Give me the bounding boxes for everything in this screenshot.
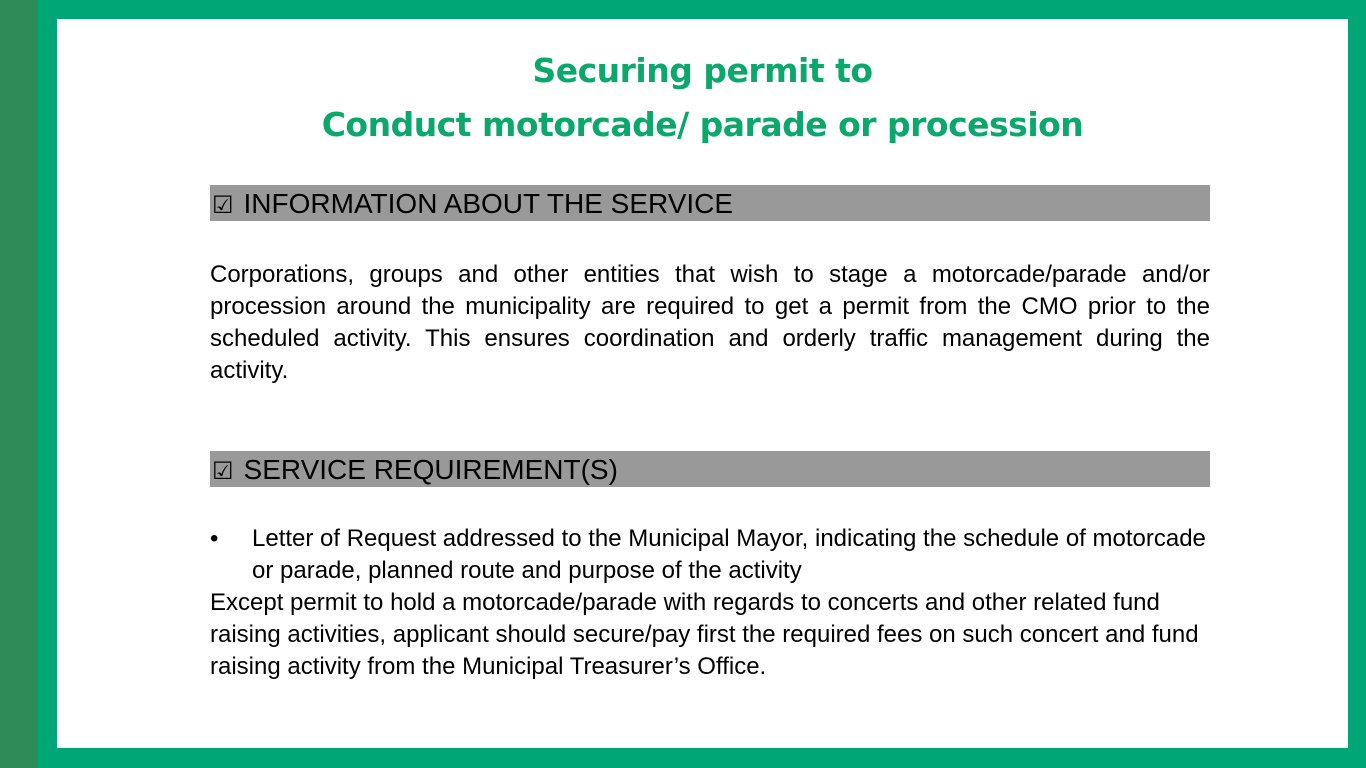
section-heading-requirements: SERVICE REQUIREMENT(S) [243, 454, 618, 485]
slide-title-line-1: Securing permit to [532, 51, 873, 90]
checkbox-checked-icon: ☑ [212, 191, 234, 219]
section-header-requirements: ☑ SERVICE REQUIREMENT(S) [210, 451, 1210, 487]
bullet-icon: • [210, 525, 219, 552]
service-description: Corporations, groups and other entities … [210, 261, 1210, 384]
left-accent-stripe [0, 0, 38, 768]
requirement-note: Except permit to hold a motorcade/parade… [210, 589, 1199, 680]
requirement-text: Letter of Request addressed to the Munic… [252, 525, 1206, 584]
slide-canvas: Securing permit to Conduct motorcade/ pa… [57, 19, 1348, 748]
section-heading-information: INFORMATION ABOUT THE SERVICE [243, 188, 734, 219]
section-header-information: ☑ INFORMATION ABOUT THE SERVICE [210, 185, 1210, 221]
checkbox-checked-icon: ☑ [212, 457, 234, 485]
slide-title-line-2: Conduct motorcade/ parade or procession [321, 105, 1084, 144]
